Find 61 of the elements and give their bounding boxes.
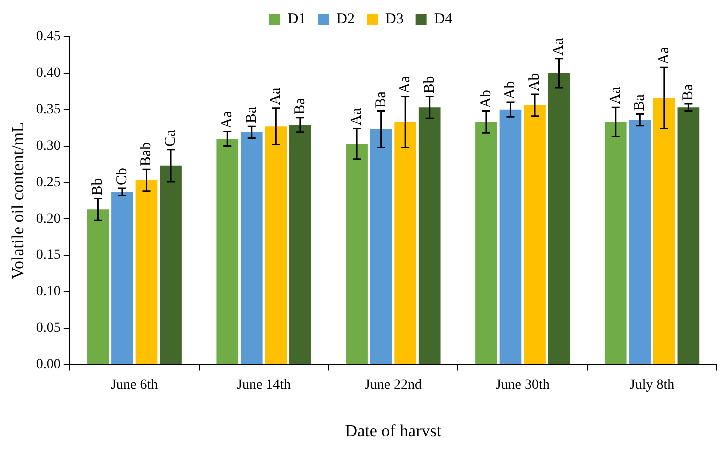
bar	[604, 122, 627, 364]
legend-label: D4	[434, 11, 454, 28]
bar	[346, 144, 368, 364]
data-label: Aa	[608, 86, 624, 105]
y-tick-label: 0.45	[36, 30, 61, 45]
bar	[476, 122, 498, 364]
legend-label: D2	[336, 11, 356, 28]
bar	[290, 125, 312, 364]
y-tick-label: 0.10	[36, 284, 61, 300]
data-label: Cb	[114, 168, 130, 186]
bar	[240, 132, 263, 364]
bar	[418, 108, 441, 364]
bar	[265, 126, 288, 364]
y-tick-label: 0.35	[36, 102, 61, 118]
y-tick-label: 0.20	[36, 212, 61, 227]
x-tick-label: July 8th	[630, 378, 675, 393]
data-label: Bb	[422, 76, 438, 94]
data-label: Aa	[220, 110, 236, 129]
data-label: Bab	[138, 142, 155, 167]
bar	[548, 73, 570, 364]
x-tick-label: June 30th	[496, 378, 550, 393]
x-tick-label: June 14th	[237, 378, 292, 393]
legend-label: D3	[386, 11, 404, 28]
y-tick-label: 0.25	[36, 175, 61, 190]
data-label: Bb	[90, 178, 106, 196]
y-tick-label: 0.40	[36, 66, 61, 82]
bar	[370, 130, 392, 364]
data-label: Ab	[478, 90, 494, 108]
legend-label: D1	[288, 11, 306, 28]
y-tick-label: 0.05	[36, 321, 61, 336]
bar	[216, 138, 239, 364]
bar	[136, 180, 158, 364]
bar	[629, 120, 652, 364]
bar	[160, 166, 182, 364]
data-label: Ba	[632, 94, 648, 112]
data-label: Aa	[551, 38, 568, 56]
bar	[112, 192, 134, 364]
bar	[87, 210, 110, 364]
data-label: Ab	[502, 81, 519, 100]
bar	[654, 98, 676, 364]
data-label: Ab	[526, 73, 543, 92]
x-axis-title: Date of harvst	[345, 421, 442, 440]
bar	[394, 122, 417, 364]
bar	[500, 110, 522, 364]
bar	[524, 105, 546, 364]
bar	[678, 108, 700, 364]
y-tick-label: 0.00	[36, 357, 61, 372]
y-tick-label: 0.30	[36, 138, 61, 154]
data-label: Aa	[268, 88, 284, 106]
x-tick-label: June 22nd	[364, 378, 422, 393]
data-label: Aa	[398, 76, 414, 94]
y-tick-label: 0.15	[36, 248, 61, 264]
data-label: Aa	[348, 108, 365, 126]
data-label: Ca	[162, 130, 179, 147]
data-label: Ba	[373, 91, 390, 108]
data-label: Ba	[680, 84, 697, 102]
x-tick-label: June 6th	[111, 378, 158, 393]
y-axis-title: Volatile oil content/mL	[8, 122, 28, 280]
data-label: Ba	[292, 98, 308, 115]
data-label: Aa	[656, 46, 672, 65]
data-label: Ba	[244, 106, 260, 124]
